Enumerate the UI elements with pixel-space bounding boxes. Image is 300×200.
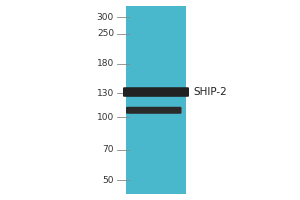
- Text: 130: 130: [97, 89, 114, 98]
- Bar: [126, 6, 186, 194]
- Text: 100: 100: [97, 113, 114, 122]
- Text: 300: 300: [97, 13, 114, 22]
- Text: 70: 70: [103, 145, 114, 154]
- Text: SHIP-2: SHIP-2: [194, 87, 227, 97]
- Text: 180: 180: [97, 59, 114, 68]
- FancyBboxPatch shape: [123, 87, 189, 97]
- Text: 50: 50: [103, 176, 114, 185]
- FancyBboxPatch shape: [126, 107, 182, 114]
- Text: 250: 250: [97, 29, 114, 38]
